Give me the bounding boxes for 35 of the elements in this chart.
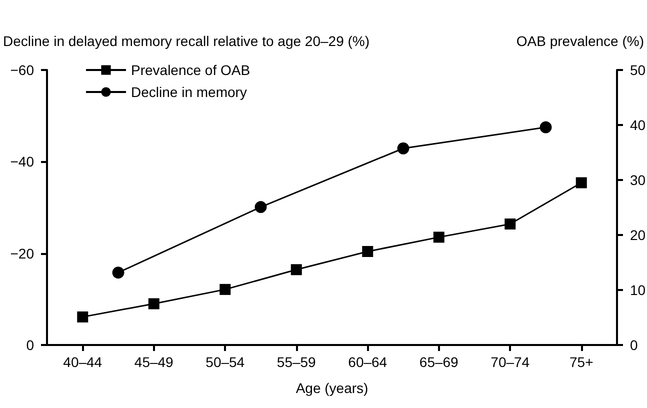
- point: [433, 232, 444, 243]
- x-tick-label: 50–54: [206, 354, 245, 370]
- x-tick-label: 65–69: [419, 354, 459, 370]
- y-tick-label: −40: [10, 154, 34, 170]
- y2-tick-label: 30: [630, 172, 646, 188]
- point: [504, 218, 516, 230]
- x-tick-label: 60–64: [348, 354, 388, 370]
- x-axis-title: Age (years): [296, 380, 368, 396]
- legend-label: Decline in memory: [131, 84, 247, 100]
- legend-label: Prevalence of OAB: [131, 62, 250, 78]
- point: [148, 298, 160, 310]
- y-axis-title: Decline in delayed memory recall relative to age 20–29 (%): [3, 33, 370, 49]
- x-tick-label: 45–49: [134, 354, 174, 370]
- point: [290, 264, 302, 276]
- point: [112, 266, 124, 279]
- x-tick-label: 70–74: [490, 354, 530, 370]
- point: [576, 177, 587, 188]
- y-tick-label: −20: [10, 245, 34, 262]
- y2-tick-label: 50: [630, 62, 646, 78]
- y2-tick-label: 10: [630, 282, 646, 298]
- x-tick-label: 55–59: [276, 354, 316, 370]
- point: [362, 246, 374, 257]
- y2-axis-title: OAB prevalence (%): [516, 33, 644, 49]
- y2-tick-label: 20: [630, 227, 646, 243]
- y2-tick-label: 40: [630, 117, 646, 133]
- y2-tick-label: 0: [630, 337, 638, 353]
- point: [77, 311, 88, 322]
- x-tick-label: 75+: [570, 354, 594, 370]
- point: [540, 121, 552, 134]
- point: [254, 201, 267, 214]
- point: [220, 284, 231, 295]
- x-tick-label: 40–44: [63, 354, 102, 370]
- y-tick-label: −60: [10, 62, 34, 78]
- point: [397, 142, 410, 154]
- y-tick-label: 0: [26, 337, 34, 353]
